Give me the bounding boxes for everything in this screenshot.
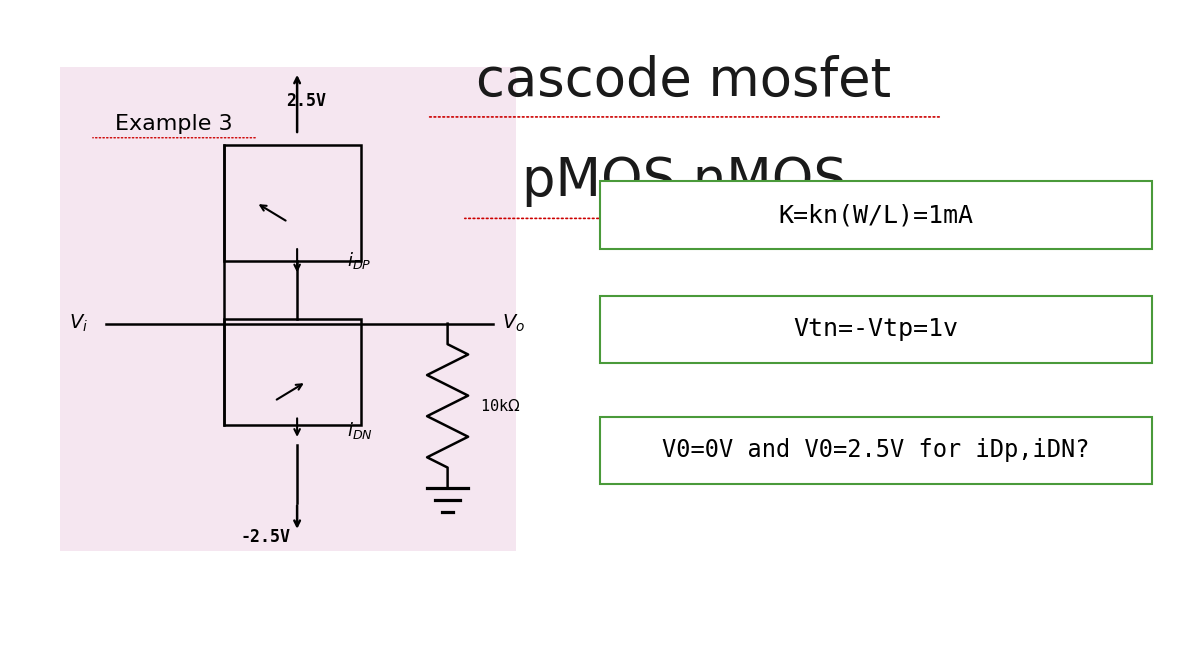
FancyBboxPatch shape (600, 417, 1152, 484)
Text: $i_{DP}$: $i_{DP}$ (347, 250, 372, 271)
FancyBboxPatch shape (72, 94, 276, 155)
Text: cascode mosfet: cascode mosfet (476, 54, 892, 107)
FancyBboxPatch shape (224, 319, 361, 425)
Text: K=kn(W/L)=1mA: K=kn(W/L)=1mA (779, 203, 973, 227)
Text: $V_i$: $V_i$ (70, 313, 88, 334)
Text: 10k$\Omega$: 10k$\Omega$ (480, 398, 520, 414)
Text: Example 3: Example 3 (115, 114, 233, 134)
FancyBboxPatch shape (224, 144, 361, 261)
FancyBboxPatch shape (600, 181, 1152, 249)
FancyBboxPatch shape (60, 67, 516, 551)
Text: V0=0V and V0=2.5V for iDp,iDN?: V0=0V and V0=2.5V for iDp,iDN? (662, 438, 1090, 462)
Text: $V_o$: $V_o$ (503, 313, 526, 334)
Text: pMOS nMOS: pMOS nMOS (522, 155, 846, 208)
Text: 2.5V: 2.5V (287, 92, 326, 110)
FancyBboxPatch shape (600, 296, 1152, 363)
Text: Vtn=-Vtp=1v: Vtn=-Vtp=1v (793, 317, 959, 341)
Text: $i_{DN}$: $i_{DN}$ (347, 419, 373, 441)
Text: -2.5V: -2.5V (240, 528, 290, 546)
